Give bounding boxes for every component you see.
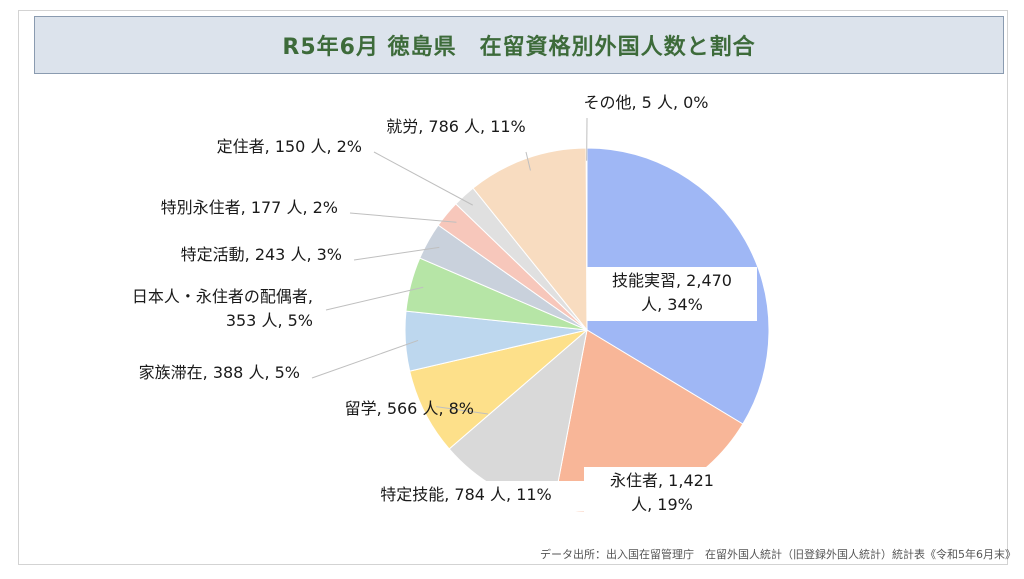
slice-label-8-line-1: 特別永住者, 177 人, 2% — [161, 198, 338, 217]
slice-label-3-line-1: 特定技能, 784 人, 11% — [380, 485, 552, 504]
leader-line-5 — [311, 339, 419, 379]
slice-label-6-line-2: 353 人, 5% — [226, 311, 313, 330]
label-background-3 — [346, 481, 586, 511]
slice-label-1-line-1: 技能実習, 2,470 — [612, 271, 732, 290]
pie-slices — [404, 147, 770, 513]
label-background-2 — [584, 467, 740, 521]
pie-slice-10 — [472, 147, 588, 332]
leader-line-4 — [436, 406, 489, 415]
data-source-note: データ出所：出入国在留管理庁 在留外国人統計（旧登録外国人統計）統計表《令和5年… — [540, 548, 1016, 561]
leader-line-8 — [349, 212, 457, 223]
label-background-1 — [587, 267, 757, 321]
slice-label-5-line-1: 家族滞在, 388 人, 5% — [139, 363, 300, 382]
leader-line-7 — [353, 246, 440, 261]
slice-label-6-line-1: 日本人・永住者の配偶者, — [132, 287, 313, 306]
title-banner: R5年6月 徳島県 在留資格別外国人数と割合 — [34, 16, 1004, 74]
leader-lines — [311, 117, 588, 415]
leader-line-6 — [325, 286, 424, 311]
slice-label-10-line-1: 就労, 786 人, 11% — [386, 117, 526, 136]
slice-label-2-line-2: 人, 19% — [631, 495, 693, 514]
slice-label-1-line-2: 人, 34% — [641, 295, 703, 314]
slice-labels: 技能実習, 2,470 人, 34% 永住者, 1,421 人, 19% 特定技能, 7… — [132, 93, 757, 521]
leader-line-9 — [373, 151, 473, 206]
slice-label-4-line-1: 留学, 566 人, 8% — [345, 399, 474, 418]
chart-title: R5年6月 徳島県 在留資格別外国人数と割合 — [282, 35, 756, 60]
slice-label-9-line-1: 定住者, 150 人, 2% — [217, 137, 362, 156]
slice-label-2-line-1: 永住者, 1,421 — [610, 471, 714, 490]
leader-line-10 — [525, 151, 531, 171]
slice-label-11-line-1: その他, 5 人, 0% — [584, 93, 709, 112]
slice-label-7-line-1: 特定活動, 243 人, 3% — [181, 245, 342, 264]
